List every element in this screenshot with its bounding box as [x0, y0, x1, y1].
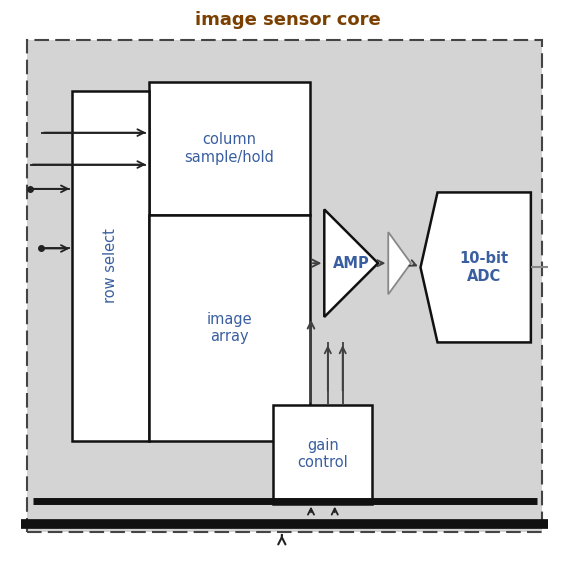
Polygon shape: [324, 209, 378, 317]
Bar: [273, 405, 373, 504]
Text: gain
control: gain control: [297, 438, 348, 470]
Text: row select: row select: [103, 229, 118, 303]
Text: column
sample/hold: column sample/hold: [185, 132, 274, 165]
Text: 10-bit
ADC: 10-bit ADC: [459, 251, 509, 284]
Text: image
array: image array: [206, 312, 252, 345]
Bar: [149, 215, 310, 441]
Polygon shape: [420, 192, 531, 342]
Bar: [27, 40, 542, 532]
Bar: [72, 91, 149, 441]
Polygon shape: [388, 232, 411, 294]
Bar: [149, 82, 310, 215]
Text: AMP: AMP: [333, 256, 370, 271]
Text: image sensor core: image sensor core: [194, 11, 381, 29]
